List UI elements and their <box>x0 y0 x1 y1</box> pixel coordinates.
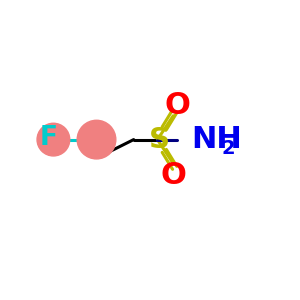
Text: 2: 2 <box>221 139 235 158</box>
Text: O: O <box>160 161 186 190</box>
Circle shape <box>77 120 116 159</box>
Circle shape <box>37 123 70 156</box>
Text: F: F <box>40 125 58 151</box>
Text: S: S <box>148 126 170 154</box>
Text: NH: NH <box>192 125 242 154</box>
Text: O: O <box>164 91 190 120</box>
